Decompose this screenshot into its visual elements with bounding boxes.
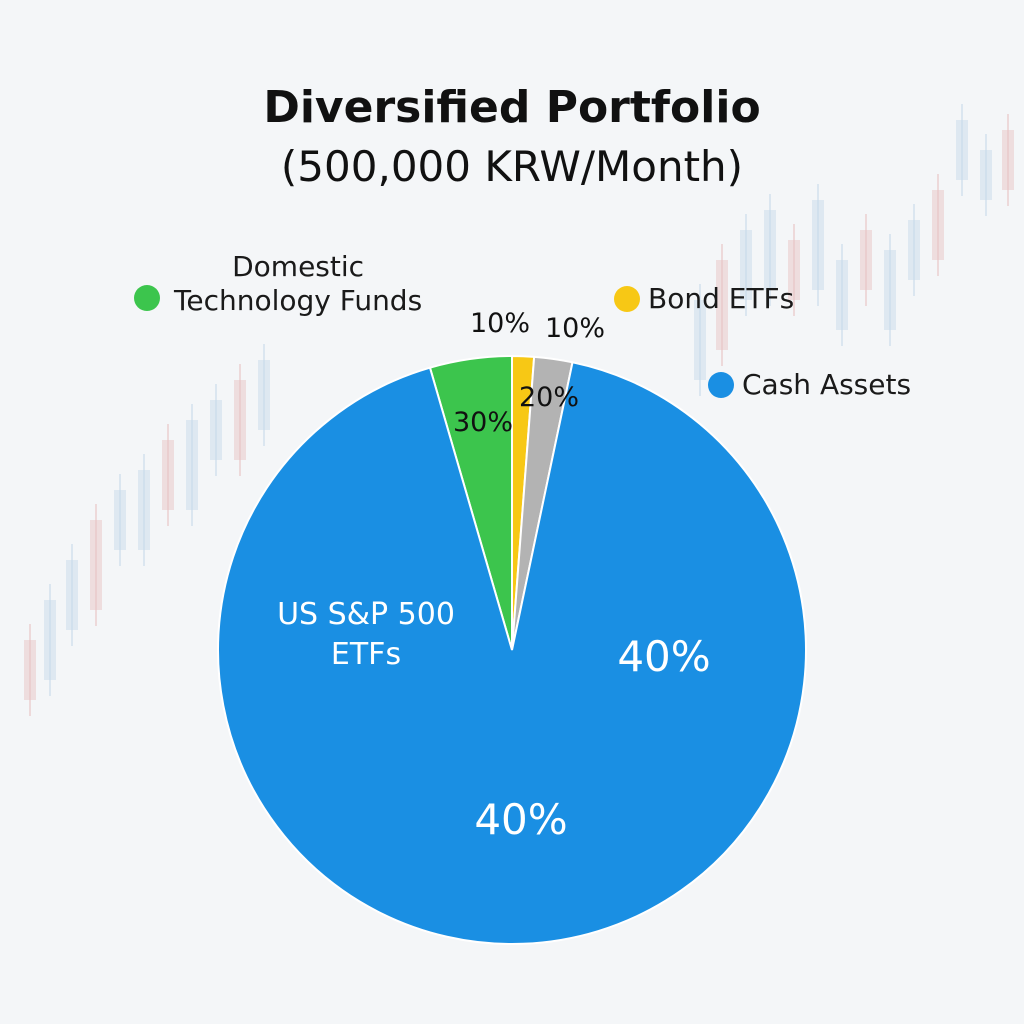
legend-item-bond-etfs: Bond ETFs [614,282,794,316]
pie-slice [217,361,807,945]
candle-body [210,400,222,460]
candle-body [234,380,246,460]
candle-body [694,300,706,380]
legend-item-domestic-tech-funds: Domestic Technology Funds [134,250,422,318]
candle-body [860,230,872,290]
legend-label: Bond ETFs [648,282,795,315]
candle-body [44,600,56,680]
candle-body [186,420,198,510]
percent-label: 10% [470,308,530,339]
legend-swatch-yellow [614,286,640,312]
candle-body [788,240,800,300]
candlestick-background-decor [24,104,1014,716]
candle-body [740,230,752,300]
candle-body [90,520,102,610]
legend-item-cash-assets: Cash Assets [708,368,911,402]
percent-label: 30% [453,407,513,438]
candle-body [1002,130,1014,190]
candle-body [114,490,126,550]
chart-subtitle: (500,000 KRW/Month) [280,142,744,191]
candle-body [138,470,150,550]
percent-label: 40% [474,795,567,844]
candle-body [66,560,78,630]
candle-body [764,210,776,290]
candle-body [716,260,728,350]
legend-swatch-blue [708,372,734,398]
percent-label: 10% [545,313,605,344]
pie-labels: US S&P 500 ETFs 10% 10% 30%20% 40% 40% [277,308,711,844]
candle-body [836,260,848,330]
candle-body [956,120,968,180]
candle-body [812,200,824,290]
legend-label: Cash Assets [742,368,912,401]
chart-title: Diversified Portfolio [263,82,761,133]
candle-body [258,360,270,430]
slice-label-us-sp500: US S&P 500 ETFs [277,597,455,672]
candle-body [908,220,920,280]
legend-swatch-green [134,285,160,311]
percent-label: 40% [617,632,710,681]
candle-body [884,250,896,330]
legend-label: Domestic Technology Funds [174,250,423,317]
candle-body [162,440,174,510]
candle-body [932,190,944,260]
pie-slices [217,354,807,945]
candle-body [980,150,992,200]
percent-label: 20% [519,382,579,413]
candle-body [24,640,36,700]
